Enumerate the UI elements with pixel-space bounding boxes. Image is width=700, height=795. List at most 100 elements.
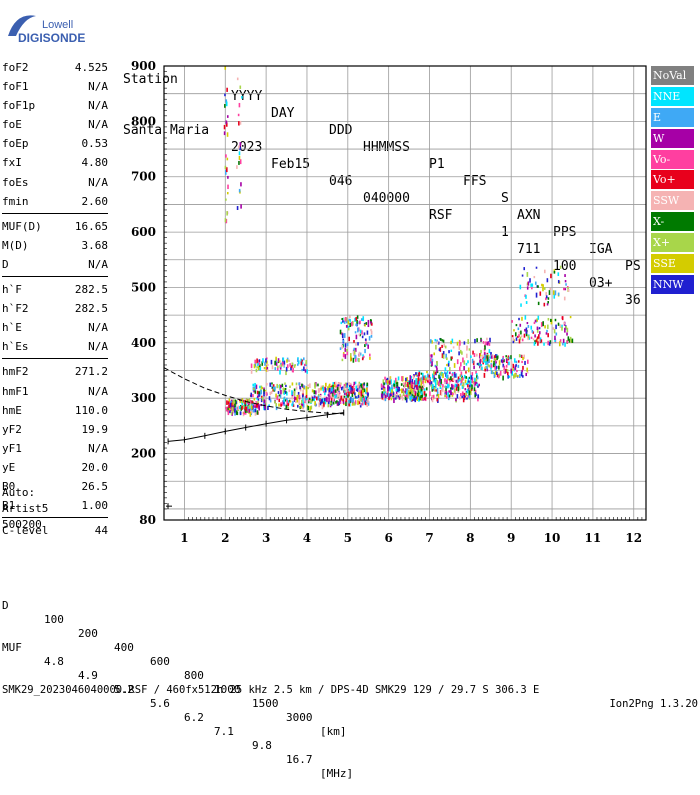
echo-point bbox=[519, 284, 522, 290]
param-label: h`Es bbox=[2, 340, 29, 354]
echo-point bbox=[436, 341, 439, 345]
echo-point bbox=[225, 101, 228, 107]
echo-point bbox=[342, 399, 345, 404]
echo-point bbox=[418, 380, 421, 384]
echo-point bbox=[241, 405, 243, 410]
echo-point bbox=[460, 393, 462, 397]
echo-point bbox=[293, 396, 296, 401]
echo-point bbox=[540, 339, 543, 343]
echo-point bbox=[539, 291, 542, 296]
echo-point bbox=[263, 367, 266, 370]
echo-point bbox=[522, 368, 524, 371]
echo-point bbox=[490, 360, 493, 363]
echo-point bbox=[467, 339, 469, 345]
echo-point bbox=[328, 397, 330, 403]
echo-point bbox=[358, 400, 361, 405]
echo-point bbox=[496, 374, 499, 378]
param-group-muf: MUF(D) 16.65 M(D) 3.68 D N/A bbox=[2, 217, 108, 278]
echo-point bbox=[276, 395, 279, 398]
echo-point bbox=[303, 357, 305, 361]
echo-point bbox=[264, 390, 267, 395]
echo-point bbox=[448, 350, 450, 354]
echo-point bbox=[296, 397, 299, 403]
echo-point bbox=[394, 393, 396, 398]
echo-point bbox=[445, 391, 447, 394]
echo-point bbox=[515, 337, 518, 341]
echo-point bbox=[224, 66, 227, 70]
echo-point bbox=[238, 188, 241, 193]
echo-point bbox=[349, 399, 351, 402]
echo-point bbox=[336, 389, 339, 394]
echo-point bbox=[392, 395, 394, 398]
echo-point bbox=[503, 359, 505, 363]
echo-point bbox=[465, 390, 468, 394]
echo-point bbox=[365, 397, 368, 400]
echo-point bbox=[428, 381, 431, 385]
echo-point bbox=[359, 320, 361, 324]
echo-point bbox=[554, 290, 557, 296]
echo-point bbox=[363, 388, 366, 393]
param-label: M(D) bbox=[2, 238, 29, 252]
echo-point bbox=[357, 327, 360, 332]
x-tick-label: 2 bbox=[221, 531, 229, 545]
echo-point bbox=[534, 319, 537, 323]
echo-point bbox=[363, 383, 365, 386]
y-tick-label: 300 bbox=[131, 391, 156, 405]
footer-muf-value: 5.6 bbox=[150, 697, 170, 710]
echo-point bbox=[347, 394, 349, 398]
echo-point bbox=[539, 337, 542, 343]
param-value: N/A bbox=[88, 441, 108, 455]
echo-point bbox=[328, 392, 331, 395]
param-value: N/A bbox=[88, 257, 108, 271]
echo-point bbox=[477, 394, 479, 399]
echo-point bbox=[518, 317, 520, 321]
param-label: foE bbox=[2, 118, 22, 132]
echo-point bbox=[470, 375, 473, 380]
echo-point bbox=[305, 386, 308, 391]
echo-point bbox=[475, 381, 478, 384]
echo-point bbox=[298, 403, 301, 406]
echo-point bbox=[324, 388, 327, 393]
echo-point bbox=[299, 406, 302, 410]
echo-point bbox=[345, 320, 348, 324]
logo-line1: Lowell bbox=[42, 19, 73, 31]
param-label: h`F bbox=[2, 283, 22, 297]
footer-muf-value: 4.8 bbox=[44, 655, 64, 668]
echo-point bbox=[389, 393, 392, 397]
echo-point bbox=[278, 403, 280, 407]
echo-point bbox=[393, 398, 395, 404]
echo-point bbox=[393, 394, 395, 400]
echo-point bbox=[489, 337, 491, 343]
echo-point bbox=[400, 395, 403, 399]
echo-point bbox=[281, 383, 284, 388]
echo-point bbox=[516, 369, 518, 373]
echo-point bbox=[475, 393, 477, 397]
echo-point bbox=[256, 366, 258, 369]
echo-point bbox=[279, 369, 281, 375]
echo-point bbox=[256, 410, 259, 415]
echo-point bbox=[384, 398, 387, 402]
echo-point bbox=[350, 386, 352, 391]
echo-point bbox=[225, 120, 228, 124]
echo-point bbox=[355, 343, 357, 346]
echo-point bbox=[522, 365, 524, 370]
echo-point bbox=[557, 272, 560, 277]
echo-point bbox=[512, 363, 515, 369]
echo-point bbox=[506, 369, 509, 374]
echo-point bbox=[281, 361, 284, 366]
echo-point bbox=[431, 354, 433, 358]
x-tick-label: 4 bbox=[303, 531, 311, 545]
echo-point bbox=[488, 364, 491, 368]
echo-point bbox=[352, 390, 354, 394]
echo-point bbox=[490, 351, 492, 355]
echo-point bbox=[524, 328, 526, 332]
param-row: hmE 110.0 bbox=[2, 401, 108, 420]
echo-point bbox=[482, 354, 484, 358]
echo-point bbox=[348, 391, 350, 397]
echo-point bbox=[473, 353, 476, 358]
echo-point bbox=[521, 369, 523, 373]
echo-point bbox=[492, 371, 495, 375]
echo-point bbox=[512, 339, 515, 344]
echo-point bbox=[411, 384, 414, 389]
echo-point bbox=[451, 338, 454, 344]
